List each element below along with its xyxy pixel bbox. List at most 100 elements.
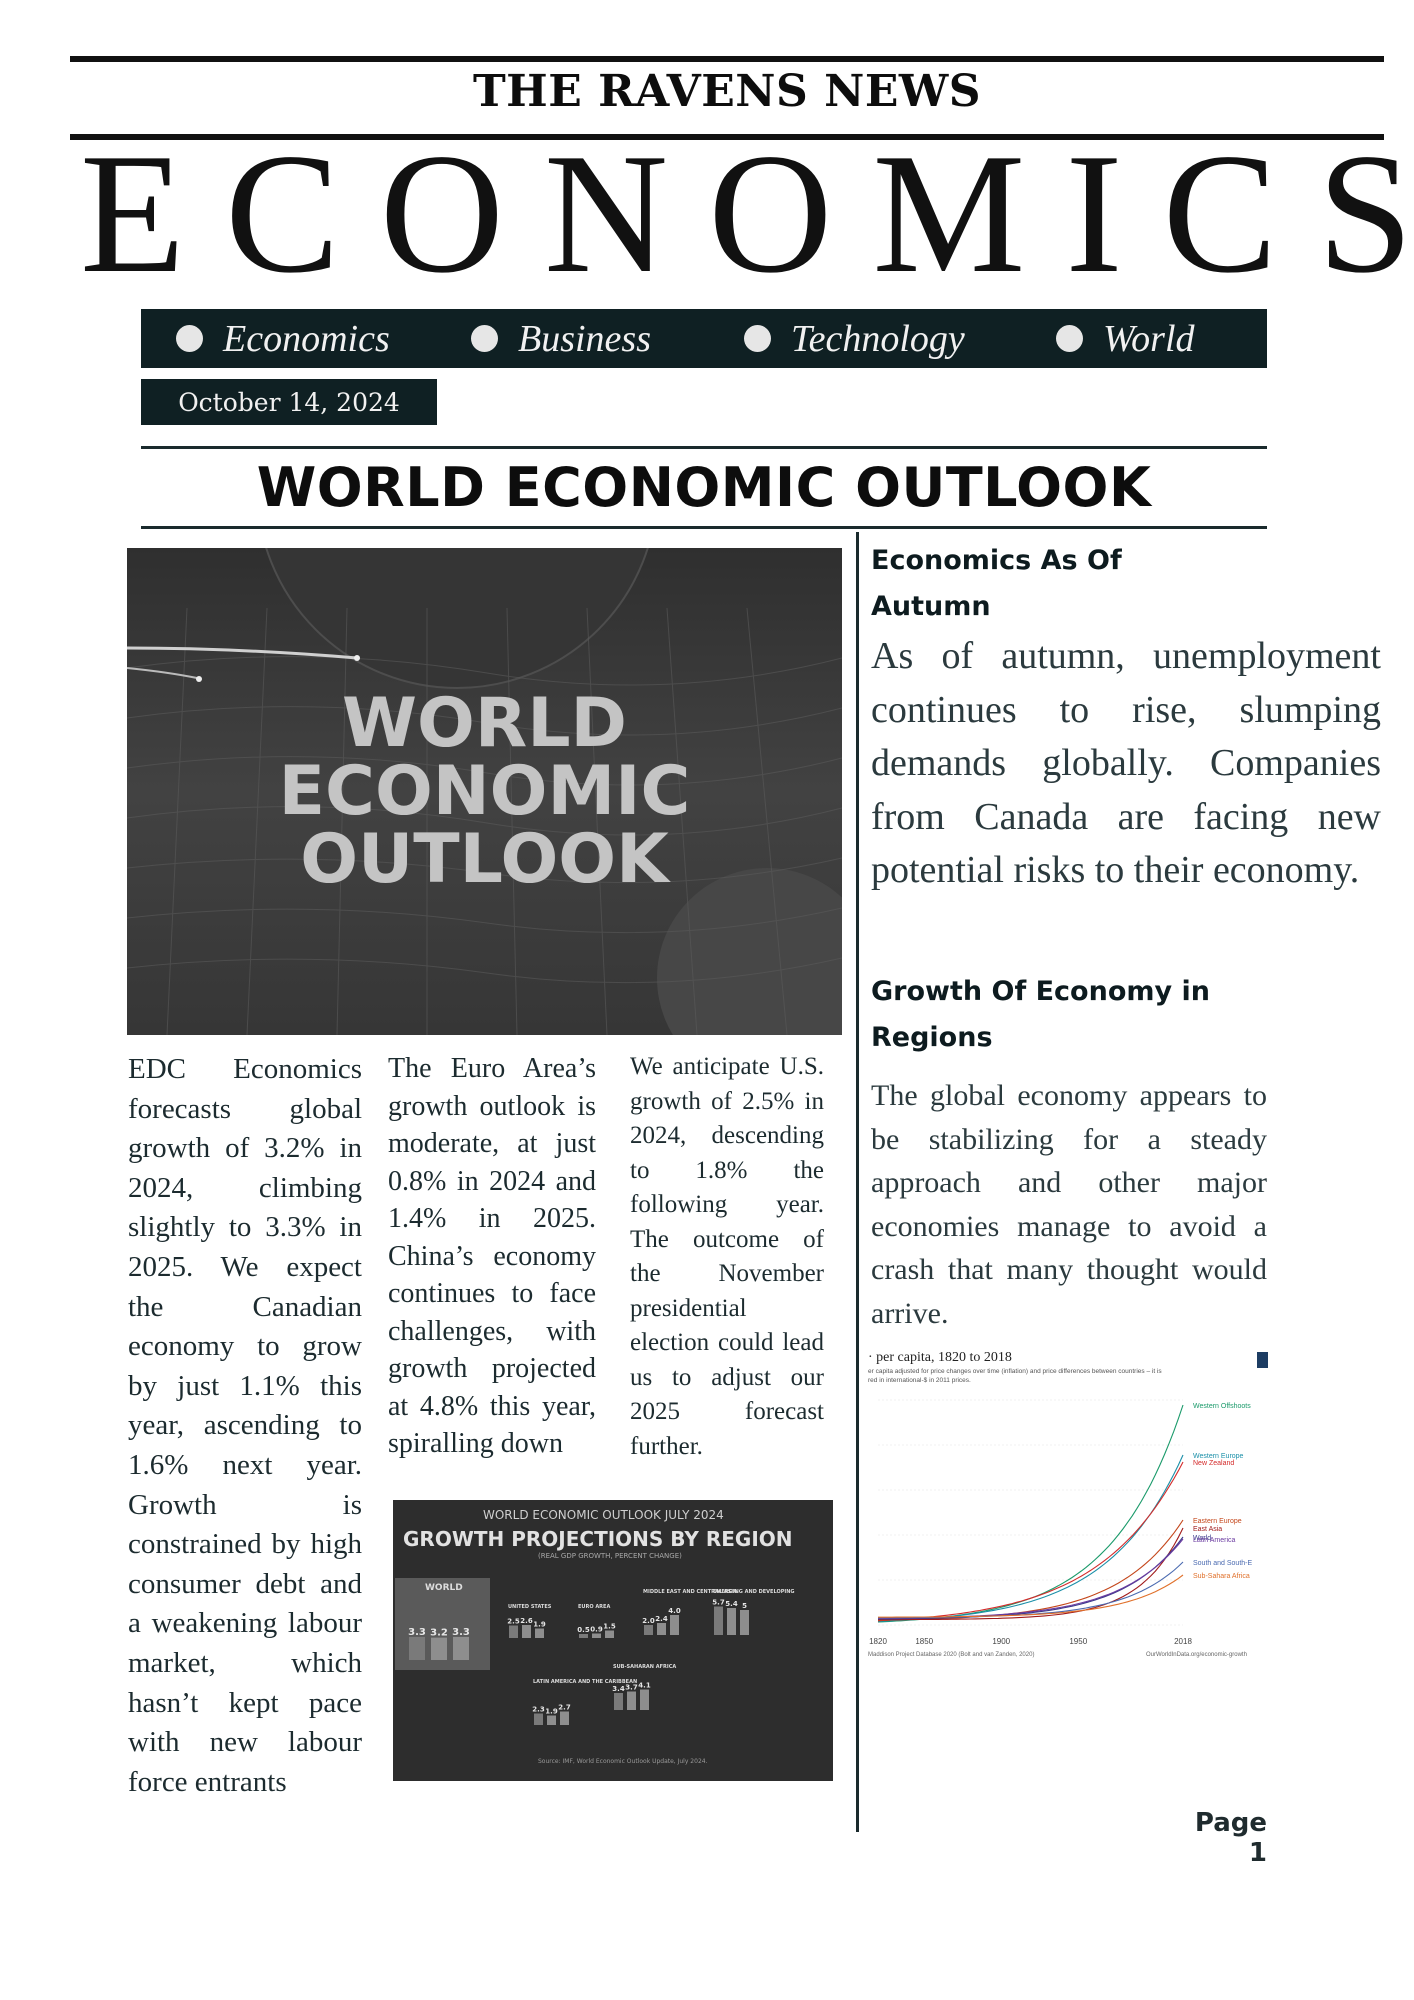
nav-item-economics[interactable]: Economics [176,309,390,368]
region-label: WORLD [425,1583,463,1593]
heading-line: Autumn [871,591,991,622]
nav-item-technology[interactable]: Technology [744,309,965,368]
hero-title-line: ECONOMIC [278,752,691,831]
series-label: Sub-Sahara Africa [1193,1573,1250,1580]
projection-bar [657,1623,666,1635]
region-label: EMERGING AND DEVELOPING [713,1589,795,1595]
series-line [877,1404,1184,1623]
region-label: UNITED STATES [508,1604,552,1610]
projection-value: 3.3 [408,1627,426,1638]
paper-name: THE RAVENS NEWS [472,66,982,117]
gdp-plot: 1820 1850 1900 1950 2018 Western Offshoots Wes… [869,1399,1252,1646]
projection-bar [535,1628,544,1638]
projection-bar [644,1625,653,1635]
bullet-icon [176,325,203,352]
infographic-subtitle: (REAL GDP GROWTH, PERCENT CHANGE) [538,1552,682,1560]
article-column-1: EDC Economics forecasts global growth of… [128,1053,362,1798]
nav-item-business[interactable]: Business [471,309,651,368]
article-column-3: We anticipate U.S. growth of 2.5% in 202… [630,1053,824,1460]
series-line [878,1527,1184,1621]
series-line [877,1454,1184,1622]
series-line [877,1461,1184,1622]
hero-title: WORLD ECONOMIC OUTLOOK [127,690,842,894]
chart-subtitle: red in international-$ in 2011 prices. [868,1377,971,1384]
projection-value: 2.0 [642,1617,655,1625]
bullet-icon [471,325,498,352]
projection-value: 5 [742,1602,747,1610]
x-tick-label: 1900 [992,1637,1010,1646]
chart-source-url: OurWorldInData.org/economic-growth [1146,1652,1247,1658]
x-tick-label: 1820 [869,1637,887,1646]
series-label: World [1193,1535,1211,1542]
series-line [878,1574,1184,1618]
nav-label: World [1103,317,1195,360]
projection-value: 5.4 [725,1600,738,1608]
nav-label: Economics [223,317,390,360]
projection-value: 2.3 [532,1706,545,1714]
chart-subtitle: er capita adjusted for price changes ove… [868,1368,1162,1375]
infographic-title: GROWTH PROJECTIONS BY REGION [403,1527,793,1551]
chart-source: Maddison Project Database 2020 (Bolt and… [868,1652,1035,1658]
article-column-2: The Euro Area’s growth outlook is modera… [388,1053,596,1459]
heading-line: Regions [871,1022,993,1053]
hero-title-line: OUTLOOK [300,820,669,899]
projection-bar [431,1637,447,1660]
series-line [878,1536,1184,1620]
heading-line: Growth Of Economy in [871,976,1210,1007]
headline-bottom-rule [141,526,1267,529]
sidebar-heading-1: Economics As Of Autumn [871,538,1122,630]
gdp-per-capita-chart: · per capita, 1820 to 2018 er capita adj… [868,1350,1268,1668]
series-label: Eastern Europe [1193,1518,1242,1525]
projection-value: 0.9 [590,1626,603,1634]
nav-label: Technology [791,317,965,360]
projection-value: 1.5 [603,1623,616,1631]
projection-bar [605,1630,614,1638]
projection-value: 2.6 [520,1617,533,1625]
projection-bar [534,1713,543,1725]
growth-projections-infographic: WORLD ECONOMIC OUTLOOK JULY 2024 GROWTH … [393,1500,833,1781]
masthead-top-rule [70,56,1384,62]
section-title: ECONOMICS [80,119,1414,309]
projection-value: 2.7 [558,1704,571,1712]
projection-value: 1.9 [545,1708,558,1716]
heading-line: Economics As Of [871,545,1122,576]
projection-value: 4.0 [668,1607,681,1615]
projection-value: 3.2 [430,1628,448,1639]
series-line [878,1538,1184,1619]
x-tick-label: 2018 [1174,1637,1192,1646]
x-tick-label: 1850 [915,1637,933,1646]
headline-top-rule [141,446,1267,449]
projection-value: 3.7 [625,1684,638,1692]
nav-item-world[interactable]: World [1056,309,1195,368]
bullet-icon [744,325,771,352]
projection-bar [740,1610,749,1635]
series-label: New Zealand [1193,1460,1234,1467]
projection-bar [579,1634,588,1638]
projection-value: 3.3 [452,1627,470,1638]
hero-background [127,548,842,1035]
projection-bar [714,1606,723,1635]
projection-bar [640,1689,649,1710]
projection-bar [727,1608,736,1635]
projection-bar [627,1691,636,1710]
series-label: Western Europe [1193,1453,1244,1460]
projection-value: 2.5 [507,1618,520,1626]
region-label: MIDDLE EAST AND CENTRAL ASIA [643,1589,737,1595]
projection-value: 2.4 [655,1615,668,1623]
projection-value: 1.9 [533,1621,546,1629]
series-label: Latin America [1193,1537,1236,1544]
hero-title-line: WORLD [342,684,627,763]
sidebar-paragraph-1: As of autumn, unemployment continues to … [871,635,1381,891]
x-tick-label: 1950 [1069,1637,1087,1646]
masthead-bottom-rule [70,134,1384,140]
chart-title: · per capita, 1820 to 2018 [868,1350,1012,1365]
projection-bar [409,1636,425,1660]
region-label: EURO AREA [578,1604,610,1610]
series-label: South and South-E [1193,1560,1252,1567]
headline: WORLD ECONOMIC OUTLOOK [256,456,1152,519]
series-label: Western Offshoots [1193,1403,1251,1410]
section-nav: Economics Business Technology World [141,309,1267,368]
issue-date: October 14, 2024 [141,379,437,425]
projection-bar [614,1693,623,1710]
